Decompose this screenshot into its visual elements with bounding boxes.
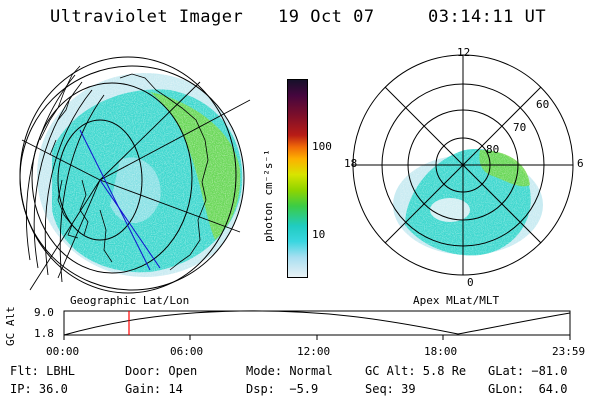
- geographic-map: [19, 56, 251, 294]
- info-mode: Mode: Normal: [246, 364, 333, 378]
- mlat-label-60: 60: [536, 98, 550, 111]
- mlt-label-0: 0: [467, 276, 474, 289]
- altitude-ytick-max: 9.0: [34, 306, 54, 319]
- info-door: Door: Open: [125, 364, 198, 378]
- colorbar: [287, 79, 308, 278]
- mlt-meridians: [353, 55, 573, 275]
- altitude-plot: [63, 310, 571, 340]
- info-ip: IP: 36.0: [10, 382, 68, 396]
- altitude-ytick-min: 1.8: [34, 327, 54, 340]
- altitude-plot-frame: [63, 310, 571, 336]
- mlt-label-12: 12: [457, 46, 471, 59]
- midnight-meridian-blue: [99, 179, 161, 269]
- altitude-xtick-2359: 23:59: [552, 345, 586, 358]
- info-glon: GLon: 64.0: [488, 382, 568, 396]
- graticule-arcs: [26, 74, 105, 283]
- altitude-xtick-0600: 06:00: [170, 345, 204, 358]
- colorbar-tick-10: 10: [312, 228, 326, 241]
- colorbar-unit-label: photon cm⁻²s⁻¹: [262, 149, 275, 242]
- latitude-circles: [19, 56, 237, 294]
- time-label: 03:14:11 UT: [428, 7, 547, 27]
- apex-caption: Apex MLat/MLT: [413, 294, 500, 307]
- info-gain: Gain: 14: [125, 382, 183, 396]
- info-gc-alt: GC Alt: 5.8 Re: [365, 364, 467, 378]
- apex-polar-plot: [352, 54, 574, 276]
- info-seq: Seq: 39: [365, 382, 416, 396]
- altitude-xtick-0000: 00:00: [46, 345, 80, 358]
- meridians: [21, 81, 251, 291]
- mlat-label-80: 80: [486, 143, 500, 156]
- mlt-label-18: 18: [344, 157, 358, 170]
- mlat-label-70: 70: [513, 121, 527, 134]
- altitude-curve: [63, 310, 571, 336]
- info-glat: GLat: −81.0: [488, 364, 568, 378]
- date-label: 19 Oct 07: [278, 7, 375, 27]
- info-dsp: Dsp: −5.9: [246, 382, 319, 396]
- altitude-xtick-1200: 12:00: [297, 345, 331, 358]
- instrument-title: Ultraviolet Imager: [50, 7, 244, 27]
- mlt-label-6: 6: [577, 157, 584, 170]
- noon-meridian-blue: [79, 129, 151, 271]
- info-flt: Flt: LBHL: [10, 364, 76, 378]
- altitude-ylabel: GC Alt: [4, 306, 17, 346]
- altitude-xtick-1800: 18:00: [424, 345, 458, 358]
- colorbar-tick-100: 100: [312, 140, 332, 153]
- geographic-caption: Geographic Lat/Lon: [70, 294, 190, 307]
